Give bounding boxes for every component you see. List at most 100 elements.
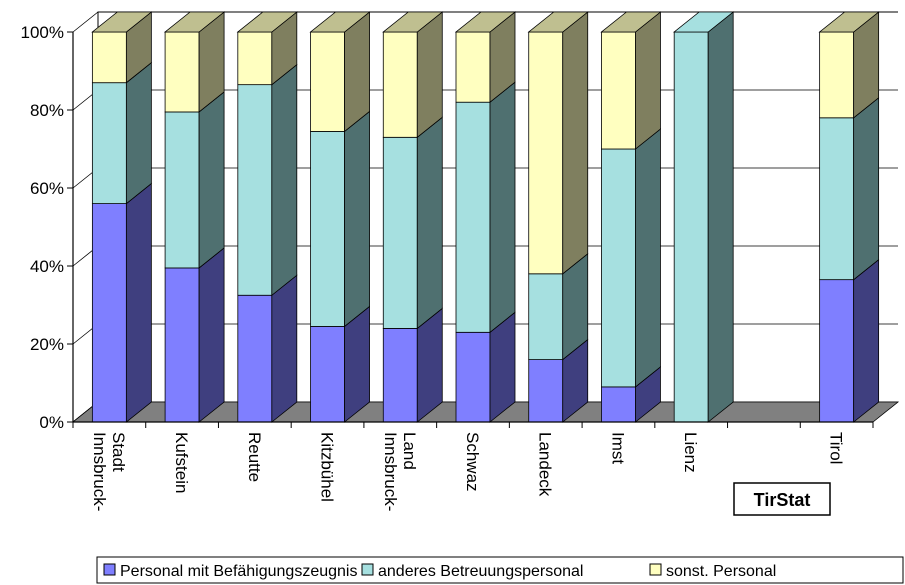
bar-segment-side	[853, 96, 880, 281]
bar-segment-top	[600, 11, 662, 33]
y-tick-label: 100%	[21, 23, 64, 42]
bar-segment-front	[455, 331, 491, 423]
legend-swatch	[649, 563, 662, 576]
bar-segment-front	[164, 111, 200, 269]
legend-swatch	[361, 563, 374, 576]
bar-segment-top	[163, 11, 226, 33]
source-box-frame	[733, 482, 831, 516]
category-label-line: Lienz	[681, 432, 700, 473]
legend-label: anderes Betreuungspersonal	[378, 563, 583, 580]
bar-stack	[600, 11, 662, 423]
category-label: Innsbruck-Land	[381, 432, 419, 511]
y-tick-label: 40%	[30, 257, 64, 276]
source-label: TirStat	[754, 490, 811, 510]
bar-segment-side	[416, 11, 443, 139]
legend-label: Personal mit Befähigungszeugnis	[120, 563, 357, 580]
category-label-line: Reutte	[245, 432, 264, 482]
y-axis-tick-labels: 0% 20% 40% 60% 80% 100%	[21, 23, 64, 432]
bar-segment-front	[819, 279, 855, 423]
y-tick-label: 20%	[30, 335, 64, 354]
bar-segment-top	[309, 11, 371, 33]
bar-segment-front	[382, 31, 418, 138]
category-labels: Innsbruck-Stadt Kufstein Reutte Kitzbühel In…	[90, 432, 846, 511]
category-label: Schwaz	[463, 432, 482, 492]
bar-segment-top	[91, 11, 153, 33]
bar-segment-front	[237, 84, 273, 296]
category-label: Reutte	[245, 432, 264, 482]
bar-segment-front	[455, 31, 491, 103]
category-label-line: Schwaz	[463, 432, 482, 492]
bar-segment-top	[673, 11, 735, 33]
source-box: TirStat	[733, 482, 831, 516]
bar-segment-front	[528, 273, 564, 360]
bar-segment-front	[382, 136, 418, 329]
bar-segment-front	[382, 327, 418, 423]
category-label: Kufstein	[172, 432, 191, 493]
bar-segment-side	[125, 61, 152, 205]
bar-segment-side	[271, 63, 298, 297]
bar-segment-side	[198, 91, 225, 269]
bar-segment-front	[310, 131, 345, 327]
bar-segment-front	[310, 31, 345, 132]
bar-segment-top	[236, 11, 298, 33]
bar-stack	[454, 11, 517, 423]
category-label-line: Stadt	[109, 432, 128, 472]
axes	[67, 31, 874, 428]
category-label-line: Kufstein	[172, 432, 191, 493]
category-label-line: Innsbruck-	[90, 432, 109, 511]
category-label-line: Land	[400, 432, 419, 470]
category-label-line: Imst	[608, 432, 627, 464]
bar-stack	[309, 11, 371, 423]
bar-segment-side	[562, 11, 589, 275]
legend: Personal mit Befähigungszeugnis anderes B…	[96, 556, 904, 584]
bar-segment-top	[818, 11, 880, 33]
bars	[91, 11, 880, 423]
bar-stack	[91, 11, 153, 423]
bar-segment-front	[237, 31, 273, 86]
legend-swatch	[103, 563, 116, 576]
bar-segment-side	[344, 11, 370, 133]
category-label: Lienz	[681, 432, 700, 473]
category-label: Imst	[608, 432, 627, 464]
category-label-line: Landeck	[536, 432, 555, 497]
bar-stack	[236, 11, 298, 423]
bar-segment-side	[416, 116, 443, 330]
category-label: Innsbruck-Stadt	[90, 432, 128, 511]
bar-segment-front	[237, 294, 273, 423]
bar-stack	[673, 11, 735, 423]
legend-label: sonst. Personal	[666, 563, 776, 580]
bar-segment-side	[707, 11, 734, 423]
bar-segment-front	[601, 148, 636, 388]
category-label: Kitzbühel	[318, 432, 337, 502]
category-label: Tirol	[827, 432, 846, 464]
category-label-line: Kitzbühel	[318, 432, 337, 502]
bar-segment-side	[125, 182, 152, 423]
bar-segment-side	[489, 81, 516, 334]
bar-segment-front	[164, 267, 200, 423]
bar-segment-front	[310, 326, 345, 423]
bar-segment-top	[382, 11, 444, 33]
category-label: Landeck	[536, 432, 555, 497]
legend-frame	[96, 556, 904, 584]
bar-segment-front	[164, 31, 200, 113]
bar-segment-side	[344, 110, 370, 328]
category-label-line: Tirol	[827, 432, 846, 464]
bar-segment-front	[91, 31, 127, 84]
bar-segment-front	[528, 31, 564, 275]
bar-stack	[163, 11, 226, 423]
bar-segment-top	[454, 11, 517, 33]
category-label-line: Innsbruck-	[381, 432, 400, 511]
bar-stack	[527, 11, 589, 423]
bar-segment-side	[198, 247, 225, 423]
bar-segment-top	[527, 11, 589, 33]
bar-segment-side	[271, 274, 298, 423]
bar-segment-front	[819, 117, 855, 281]
bar-segment-side	[635, 128, 661, 388]
bar-stack	[818, 11, 880, 423]
bar-segment-front	[673, 31, 709, 423]
bar-segment-front	[601, 31, 636, 150]
bar-stack	[382, 11, 444, 423]
bar-segment-front	[601, 386, 636, 423]
bar-segment-side	[853, 258, 880, 423]
